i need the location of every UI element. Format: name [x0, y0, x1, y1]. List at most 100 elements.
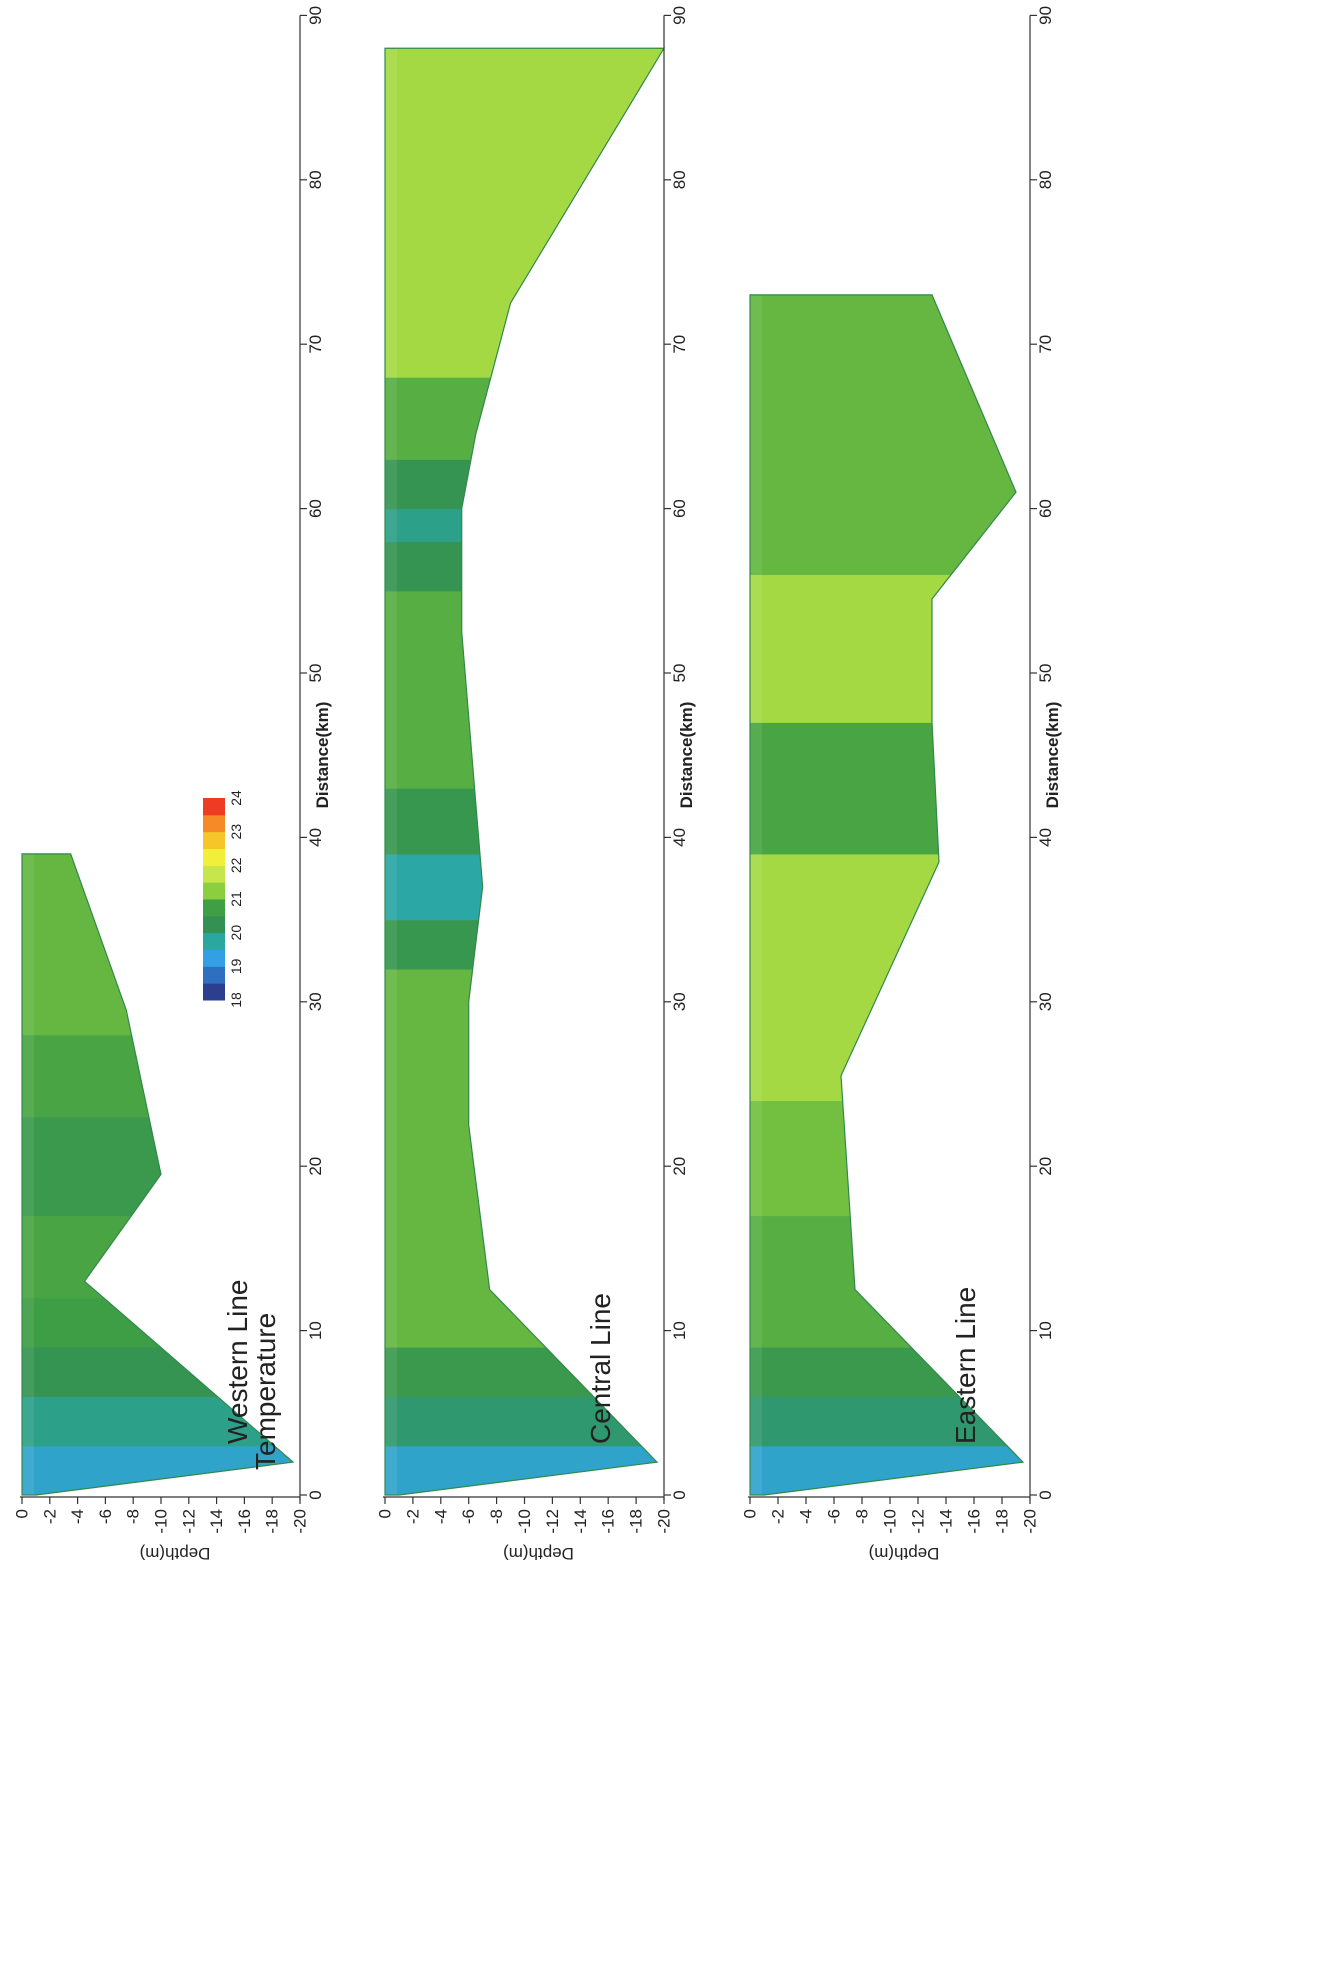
- distance-tick-label: 0: [306, 1490, 325, 1499]
- legend-color-step: [203, 865, 225, 883]
- temperature-band: [22, 1116, 294, 1217]
- legend-color-step: [203, 831, 225, 849]
- distance-tick-label: 30: [1036, 992, 1055, 1011]
- depth-tick-label: -20: [655, 1509, 674, 1534]
- legend-tick-label: 23: [228, 824, 244, 840]
- distance-tick-label: 50: [306, 664, 325, 683]
- legend-tick-label: 18: [228, 992, 244, 1008]
- depth-tick-label: -16: [235, 1509, 254, 1534]
- temperature-band: [22, 1034, 294, 1118]
- legend-color-step: [203, 798, 225, 816]
- temperature-band: [385, 919, 664, 970]
- depth-tick-label: -12: [179, 1509, 198, 1534]
- line-title: Eastern Line: [950, 1287, 981, 1444]
- distance-tick-label: 80: [1036, 170, 1055, 189]
- distance-tick-label: 60: [306, 499, 325, 518]
- legend-colorbar: [203, 798, 225, 1001]
- surface-shade: [22, 853, 34, 1495]
- legend-color-step: [203, 949, 225, 967]
- temperature-band: [385, 541, 664, 592]
- depth-tick-label: -8: [853, 1509, 872, 1524]
- temperature-band: [385, 853, 664, 921]
- depth-tick-label: -6: [459, 1509, 478, 1524]
- distance-tick-label: 40: [670, 828, 689, 847]
- temperature-band: [750, 574, 1023, 723]
- distance-tick-label: 0: [670, 1490, 689, 1499]
- distance-tick-label: 10: [306, 1321, 325, 1340]
- depth-tick-label: 0: [741, 1509, 760, 1518]
- legend-tick-label: 19: [228, 958, 244, 974]
- panels: 0 10 20 30 40 50 60 70 80 90 Distance(km) 0 -2 -4 -6 -8…: [13, 6, 1063, 1563]
- distance-tick-label: 80: [306, 170, 325, 189]
- depth-tick-label: -12: [909, 1509, 928, 1534]
- temperature-band: [750, 853, 1023, 1102]
- legend-color-step: [203, 899, 225, 917]
- temperature-band: [750, 294, 1023, 575]
- distance-tick-label: 70: [1036, 335, 1055, 354]
- temperature-band: [750, 1445, 1023, 1495]
- temperature-band: [385, 1347, 664, 1397]
- depth-tick-label: -2: [40, 1509, 59, 1524]
- depth-tick-label: -10: [881, 1509, 900, 1534]
- distance-tick-label: 60: [670, 499, 689, 518]
- temperature-band: [22, 853, 294, 1036]
- distance-tick-label: 10: [1036, 1321, 1055, 1340]
- temperature-band: [385, 508, 664, 543]
- distance-tick-label: 60: [1036, 499, 1055, 518]
- distance-tick-label: 90: [670, 6, 689, 25]
- legend-tick-label: 24: [228, 790, 244, 806]
- depth-tick-label: -2: [769, 1509, 788, 1524]
- distance-tick-label: 40: [306, 828, 325, 847]
- depth-tick-label: -4: [797, 1509, 816, 1524]
- temperature-band: [750, 1347, 1023, 1397]
- depth-tick-label: -4: [431, 1509, 450, 1524]
- legend-tick-labels: 18 19 20 21 22 23 24: [228, 790, 244, 1008]
- depth-tick-label: -18: [627, 1509, 646, 1534]
- legend-color-step: [203, 983, 225, 1001]
- distance-axis-title: Distance(km): [1043, 702, 1062, 809]
- depth-tick-label: -14: [207, 1509, 226, 1534]
- distance-tick-label: 30: [306, 992, 325, 1011]
- depth-tick-label: -14: [937, 1509, 956, 1534]
- distance-tick-label: 80: [670, 170, 689, 189]
- depth-tick-label: 0: [376, 1509, 395, 1518]
- depth-tick-label: -10: [152, 1509, 171, 1534]
- temperature-band: [750, 1215, 1023, 1348]
- depth-tick-label: -20: [1021, 1509, 1040, 1534]
- depth-axis-title: Depth(m): [869, 1544, 940, 1563]
- distance-tick-label: 50: [1036, 664, 1055, 683]
- distance-axis-title: Distance(km): [313, 702, 332, 809]
- temperature-band: [385, 48, 664, 378]
- panel-eastern-line: 0 10 20 30 40 50 60 70 80 90 Distance(km) 0 -2 -4 -6 -8…: [741, 6, 1063, 1563]
- depth-tick-label: -16: [965, 1509, 984, 1534]
- temperature-legend: Temperature 18 19 20 21 22 23 24: [203, 790, 281, 1470]
- depth-tick-label: -12: [543, 1509, 562, 1534]
- distance-tick-label: 70: [670, 335, 689, 354]
- depth-tick-label: -14: [571, 1509, 590, 1534]
- legend-color-step: [203, 932, 225, 950]
- temperature-band: [385, 1445, 664, 1495]
- distance-tick-label: 20: [1036, 1157, 1055, 1176]
- temperature-band: [385, 968, 664, 1348]
- temperature-band: [385, 1396, 664, 1447]
- depth-tick-label: -4: [68, 1509, 87, 1524]
- legend-color-step: [203, 882, 225, 900]
- temperature-band: [750, 1396, 1023, 1447]
- line-title: Central Line: [585, 1293, 616, 1444]
- depth-tick-label: -20: [291, 1509, 310, 1534]
- legend-color-step: [203, 966, 225, 984]
- depth-tick-label: -8: [124, 1509, 143, 1524]
- section-outline: [384, 47, 666, 1496]
- distance-tick-label: 70: [306, 335, 325, 354]
- line-title: Western Line: [222, 1280, 253, 1444]
- distance-tick-label: 40: [1036, 828, 1055, 847]
- distance-tick-label: 20: [670, 1157, 689, 1176]
- depth-axis-title: Depth(m): [503, 1544, 574, 1563]
- depth-tick-label: -6: [825, 1509, 844, 1524]
- depth-tick-label: -18: [993, 1509, 1012, 1534]
- temperature-band: [750, 722, 1023, 855]
- legend-color-step: [203, 915, 225, 934]
- distance-tick-label: 20: [306, 1157, 325, 1176]
- depth-tick-label: -2: [403, 1509, 422, 1524]
